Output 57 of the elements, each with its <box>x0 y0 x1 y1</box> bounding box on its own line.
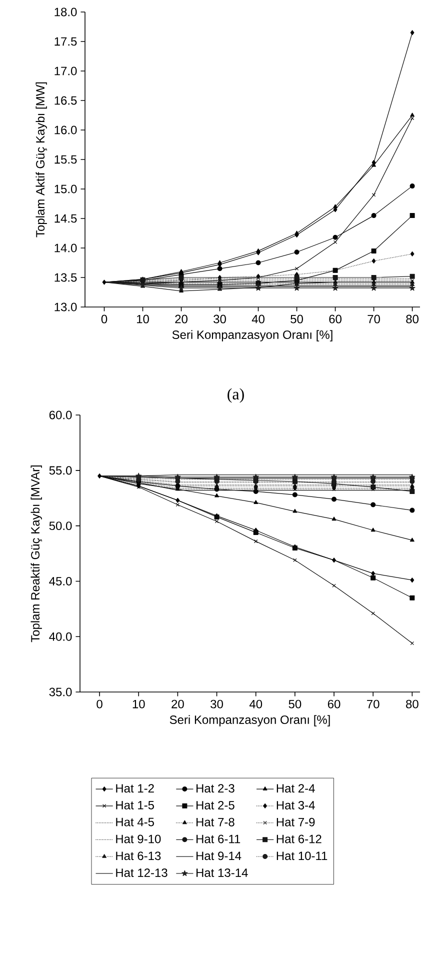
y-tick-label: 50.0 <box>49 522 72 530</box>
x-tick-label: 50 <box>288 700 302 708</box>
x-tick-label: 80 <box>406 314 419 324</box>
legend-label: Hat 2-5 <box>196 800 234 810</box>
y-tick-label: 55.0 <box>49 466 72 475</box>
x-tick-label: 20 <box>175 314 188 324</box>
y-tick-label: 35.0 <box>49 688 72 696</box>
legend-label: Hat 1-5 <box>116 801 154 810</box>
x-tick-label: 30 <box>210 700 223 708</box>
legend-label: Hat 7-9 <box>276 818 315 826</box>
text: (a) <box>228 388 244 403</box>
x-tick-label: 10 <box>136 314 149 324</box>
legend-label: Hat 9-14 <box>196 852 242 860</box>
x-axis-title: Seri Kompanzasyon Oranı [%] <box>170 715 330 726</box>
x-tick-label: 50 <box>290 314 303 324</box>
legend-label: Hat 2-4 <box>276 784 315 793</box>
x-tick-label: 30 <box>214 314 226 324</box>
x-tick-label: 60 <box>328 700 340 708</box>
x-tick-label: 70 <box>368 314 380 324</box>
y-tick-label: 15.0 <box>54 184 77 194</box>
y-axis-title: Toplam Reaktif Güç Kaybı [MVAr] <box>30 465 42 642</box>
x-tick-label: 40 <box>249 700 262 708</box>
y-tick-label: 14.0 <box>54 244 77 252</box>
legend-label: Hat 10-11 <box>276 852 328 860</box>
legend-label: Hat 6-12 <box>276 834 322 844</box>
x-tick-label: 40 <box>252 314 264 324</box>
y-tick-label: 13.0 <box>54 302 77 312</box>
x-axis-title: Seri Kompanzasyon Oranı [%] <box>172 330 332 342</box>
x-tick-label: 0 <box>101 314 108 324</box>
y-tick-label: 17.0 <box>54 66 77 76</box>
y-tick-label: 13.5 <box>54 273 77 282</box>
x-tick-label: 60 <box>329 314 342 324</box>
y-tick-label: 17.5 <box>54 37 77 46</box>
legend-label: Hat 3-4 <box>276 800 315 810</box>
legend-label: Hat 7-8 <box>196 818 234 826</box>
legend-label: Hat 6-13 <box>116 852 161 860</box>
y-tick-label: 16.5 <box>54 96 77 105</box>
legend-label: Hat 1-2 <box>116 784 154 793</box>
y-tick-label: 14.5 <box>54 214 77 223</box>
x-tick-label: 20 <box>172 700 184 708</box>
x-tick-label: 70 <box>367 700 380 708</box>
x-tick-label: 0 <box>96 700 102 708</box>
legend-label: Hat 9-10 <box>116 834 161 844</box>
y-tick-label: 15.5 <box>54 155 77 164</box>
legend-label: Hat 13-14 <box>196 868 248 877</box>
x-tick-label: 80 <box>406 700 418 708</box>
y-tick-label: 60.0 <box>49 410 72 420</box>
legend-label: Hat 6-11 <box>196 834 240 844</box>
legend-label: Hat 4-5 <box>116 818 154 826</box>
y-tick-label: 45.0 <box>49 576 72 586</box>
x-tick-label: 10 <box>132 700 145 708</box>
y-tick-label: 40.0 <box>49 632 72 641</box>
legend-label: Hat 2-3 <box>196 784 234 793</box>
y-tick-label: 18.0 <box>54 8 77 16</box>
legend-label: Hat 12-13 <box>116 868 168 877</box>
y-tick-label: 16.0 <box>54 126 77 134</box>
y-axis-title: Toplam Aktif Güç Kaybı [MW] <box>36 82 47 238</box>
